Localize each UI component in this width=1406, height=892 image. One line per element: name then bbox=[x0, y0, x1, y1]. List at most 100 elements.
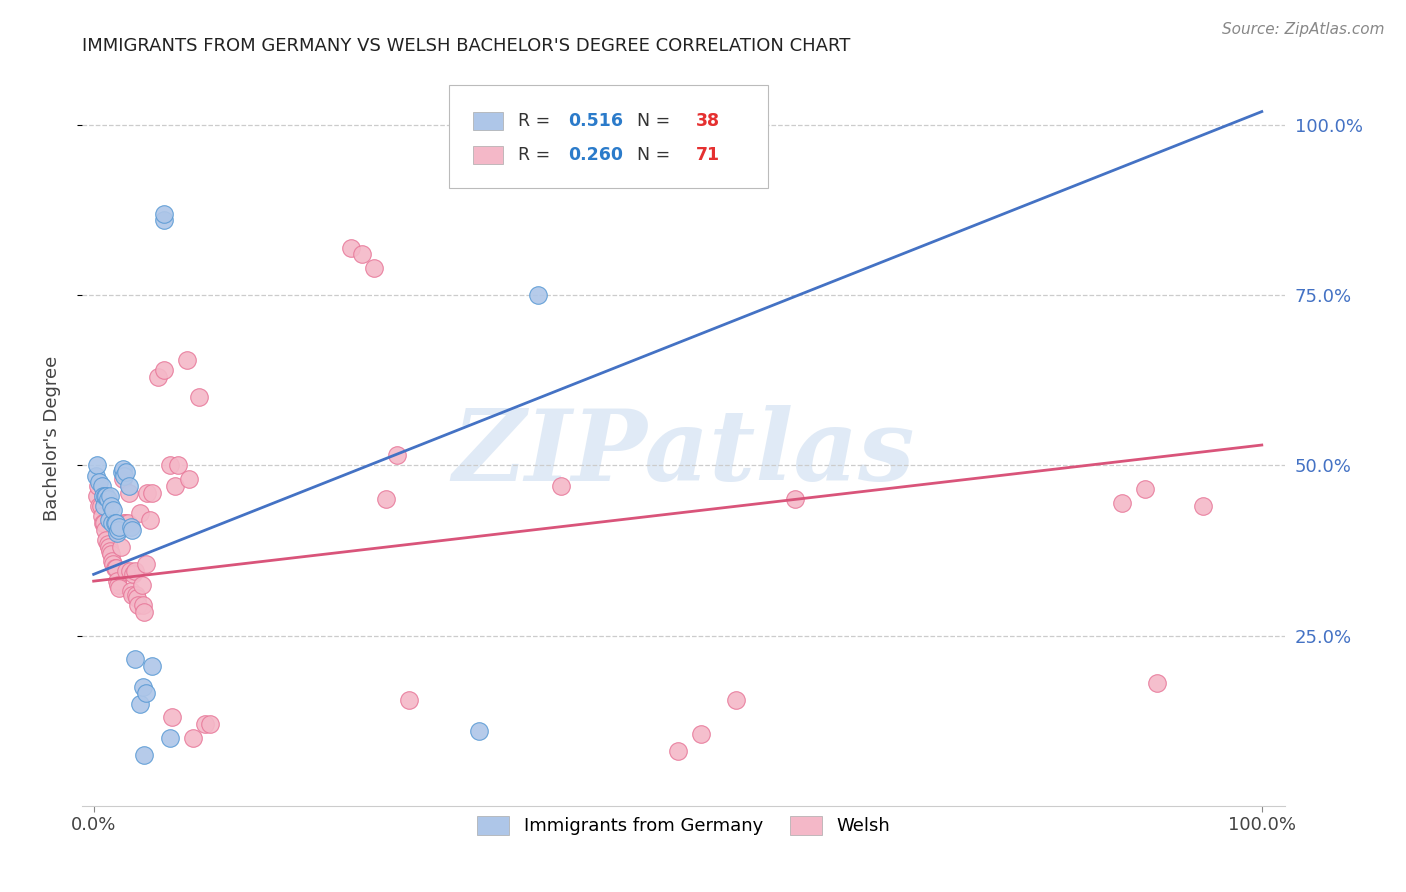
Point bbox=[96, 533, 118, 548]
Point bbox=[138, 513, 160, 527]
Point bbox=[108, 581, 131, 595]
Point bbox=[124, 564, 146, 578]
Point bbox=[93, 500, 115, 514]
Point bbox=[111, 472, 134, 486]
Text: 38: 38 bbox=[696, 112, 720, 129]
Point bbox=[112, 516, 135, 531]
Point bbox=[97, 492, 120, 507]
Text: 0.516: 0.516 bbox=[568, 112, 623, 129]
Point bbox=[97, 513, 120, 527]
Point bbox=[96, 489, 118, 503]
FancyBboxPatch shape bbox=[472, 146, 503, 164]
Point bbox=[194, 717, 217, 731]
Text: Source: ZipAtlas.com: Source: ZipAtlas.com bbox=[1222, 22, 1385, 37]
Point bbox=[98, 543, 121, 558]
Point bbox=[117, 516, 139, 531]
Point bbox=[131, 598, 153, 612]
Point bbox=[118, 485, 141, 500]
Point bbox=[666, 744, 689, 758]
Text: R =: R = bbox=[517, 146, 555, 164]
Point bbox=[104, 560, 127, 574]
Point bbox=[1133, 483, 1156, 497]
Point bbox=[339, 241, 361, 255]
Point bbox=[146, 370, 169, 384]
Point bbox=[86, 458, 108, 473]
Point bbox=[141, 659, 163, 673]
Point bbox=[104, 516, 127, 531]
Point bbox=[86, 489, 108, 503]
Point bbox=[200, 717, 222, 731]
Point bbox=[122, 567, 145, 582]
Point bbox=[91, 489, 114, 503]
Point bbox=[98, 489, 121, 503]
Point bbox=[526, 288, 548, 302]
Point bbox=[165, 479, 187, 493]
Point bbox=[124, 652, 146, 666]
Point bbox=[94, 523, 117, 537]
Point bbox=[100, 547, 122, 561]
Point bbox=[115, 564, 138, 578]
Point bbox=[132, 605, 155, 619]
Point bbox=[125, 591, 148, 606]
Point bbox=[111, 465, 134, 479]
Point bbox=[101, 516, 124, 531]
Point bbox=[725, 693, 748, 707]
Point bbox=[135, 686, 157, 700]
Point bbox=[690, 727, 713, 741]
Point bbox=[89, 475, 111, 490]
Point bbox=[121, 588, 143, 602]
Point bbox=[125, 588, 148, 602]
Text: 0.260: 0.260 bbox=[568, 146, 623, 164]
Point bbox=[120, 519, 142, 533]
Point bbox=[90, 500, 112, 514]
Point bbox=[159, 731, 181, 745]
Point bbox=[101, 554, 124, 568]
Point bbox=[181, 731, 204, 745]
Point bbox=[387, 448, 409, 462]
Point bbox=[398, 693, 420, 707]
Point bbox=[118, 479, 141, 493]
Point bbox=[120, 584, 142, 599]
Point bbox=[1192, 500, 1215, 514]
Text: IMMIGRANTS FROM GERMANY VS WELSH BACHELOR'S DEGREE CORRELATION CHART: IMMIGRANTS FROM GERMANY VS WELSH BACHELO… bbox=[82, 37, 851, 55]
Point bbox=[114, 516, 136, 531]
Point bbox=[129, 697, 152, 711]
Point bbox=[89, 500, 111, 514]
Point bbox=[112, 468, 135, 483]
Point bbox=[129, 506, 152, 520]
Point bbox=[105, 574, 128, 588]
Point bbox=[115, 465, 138, 479]
Point bbox=[91, 516, 114, 531]
Point bbox=[84, 468, 107, 483]
Point bbox=[105, 526, 128, 541]
Point bbox=[456, 138, 478, 153]
Point bbox=[94, 489, 117, 503]
Text: N =: N = bbox=[626, 146, 675, 164]
Point bbox=[160, 710, 183, 724]
Point bbox=[159, 458, 181, 473]
Point bbox=[135, 557, 157, 571]
Point bbox=[121, 523, 143, 537]
Point bbox=[141, 485, 163, 500]
Text: N =: N = bbox=[626, 112, 675, 129]
Point bbox=[93, 516, 115, 531]
Point bbox=[131, 680, 153, 694]
Text: 71: 71 bbox=[696, 146, 720, 164]
Point bbox=[374, 492, 396, 507]
Point bbox=[783, 492, 806, 507]
Text: R =: R = bbox=[517, 112, 555, 129]
Point bbox=[363, 261, 385, 276]
Point bbox=[108, 519, 131, 533]
Point bbox=[90, 479, 112, 493]
Point bbox=[176, 353, 198, 368]
Point bbox=[187, 391, 209, 405]
Point bbox=[107, 577, 129, 591]
Point bbox=[118, 564, 141, 578]
FancyBboxPatch shape bbox=[449, 86, 768, 188]
Point bbox=[1111, 496, 1133, 510]
Point bbox=[104, 516, 127, 531]
Point bbox=[103, 502, 125, 516]
Point bbox=[132, 747, 155, 762]
Point bbox=[550, 479, 572, 493]
Point bbox=[1146, 676, 1168, 690]
